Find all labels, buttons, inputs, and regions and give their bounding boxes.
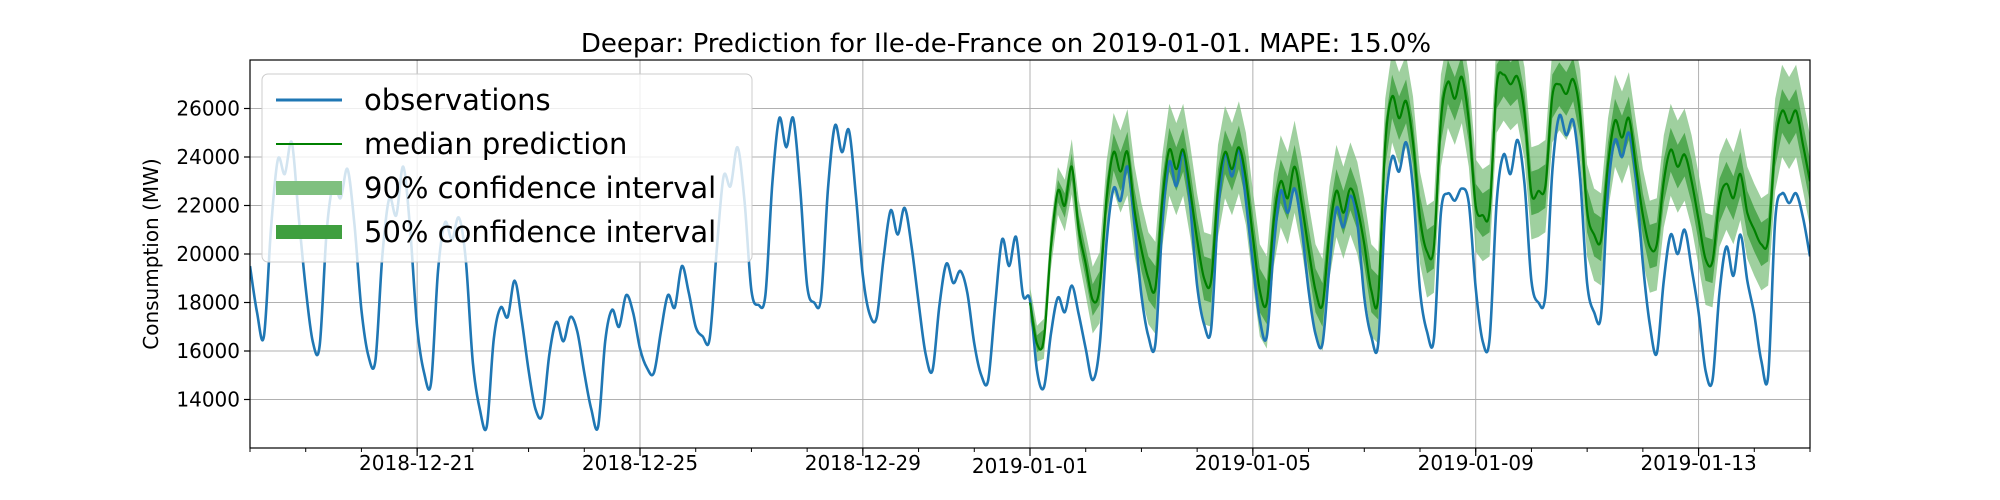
median-prediction-series [1028,71,1810,351]
legend: observations median prediction 90% confide… [261,73,753,263]
y-tick-label: 14000 [176,388,240,412]
y-tick-label: 26000 [176,97,240,121]
legend-swatch [276,181,342,195]
y-tick-label: 20000 [176,242,240,266]
x-tick-label: 2018-12-25 [582,451,698,475]
legend-box [261,73,753,263]
legend-label: 50% confidence interval [364,215,716,249]
median-prediction-line [1028,71,1810,351]
confidence-band-50 [1030,60,1810,353]
y-tick-label: 16000 [176,339,240,363]
legend-label: median prediction [364,127,627,161]
band-50-area [1030,60,1810,353]
legend-swatch [276,225,342,239]
y-tick-label: 22000 [176,194,240,218]
y-axis-label: Consumption (MW) [139,158,163,349]
y-axis-ticks: 14000 16000 18000 20000 22000 24000 26000 [176,97,250,412]
legend-label: observations [364,83,551,117]
x-tick-label: 2019-01-13 [1640,451,1756,475]
y-tick-label: 24000 [176,145,240,169]
x-tick-label: 2019-01-09 [1418,451,1534,475]
x-tick-label: 2018-12-21 [359,451,475,475]
x-axis-ticks: 2018-12-21 2018-12-25 2018-12-29 2019-01-01… [249,448,1811,478]
legend-label: 90% confidence interval [364,171,716,205]
x-tick-label: 2019-01-01 [972,454,1088,478]
y-tick-label: 18000 [176,291,240,315]
chart-title: Deepar: Prediction for Ile-de-France on … [581,29,1431,59]
x-tick-label: 2019-01-05 [1195,451,1311,475]
x-tick-label: 2018-12-29 [805,451,921,475]
